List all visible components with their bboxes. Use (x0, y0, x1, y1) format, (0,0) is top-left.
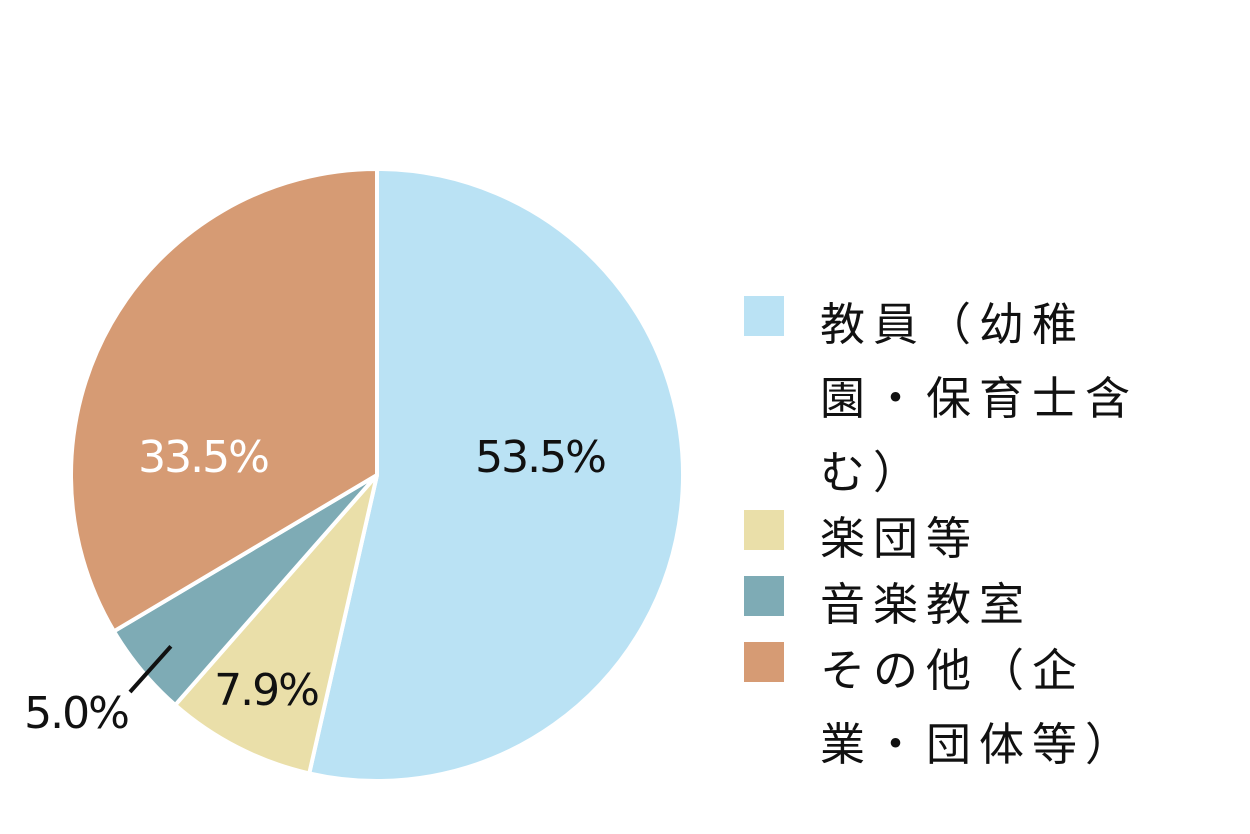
pie-slices (69, 166, 685, 783)
slice-label-teachers: 53.5% (475, 432, 605, 483)
legend-item-music-school: 音楽教室 (744, 568, 1184, 642)
legend-swatch-orchestra (744, 510, 784, 550)
legend: 教員（幼稚園・保育士含む） 楽団等 音楽教室 その他（企業・団体等） (744, 296, 1184, 782)
legend-item-teachers: 教員（幼稚園・保育士含む） (744, 288, 1184, 510)
slice-label-music-school: 5.0% (24, 688, 128, 739)
legend-label-other: その他（企業・団体等） (820, 644, 1139, 771)
legend-item-other: その他（企業・団体等） (744, 634, 1184, 782)
legend-swatch-music-school (744, 576, 784, 616)
slice-label-other: 33.5% (138, 432, 268, 483)
legend-item-orchestra: 楽団等 (744, 502, 1184, 576)
slice-labels: 53.5% 7.9% 5.0% 33.5% (24, 432, 607, 739)
pie-slice-teachers (306, 166, 685, 783)
legend-swatch-teachers (744, 296, 784, 336)
pie-slice-orchestra (172, 473, 379, 776)
leader-line-music-school (128, 644, 173, 694)
legend-label-teachers: 教員（幼稚園・保育士含む） (820, 298, 1139, 499)
legend-label-music-school: 音楽教室 (820, 578, 1033, 631)
pie-slice-other (69, 166, 379, 635)
legend-swatch-other (744, 642, 784, 682)
slice-label-orchestra: 7.9% (214, 665, 318, 716)
legend-label-orchestra: 楽団等 (820, 512, 980, 565)
